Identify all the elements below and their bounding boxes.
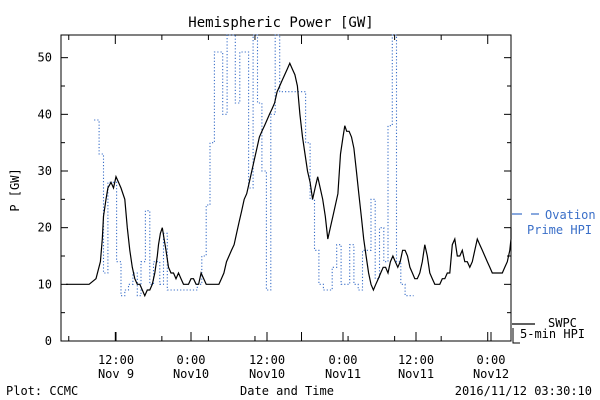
x-tick-label-time: 12:00 [98,353,134,367]
x-tick-label-time: 0:00 [477,353,506,367]
x-tick-label-date: Nov11 [398,367,434,381]
series-line-swpc [66,61,512,298]
x-tick-label-date: Nov 9 [98,367,134,381]
x-tick-label-time: 12:00 [398,353,434,367]
x-tick-label-time: 0:00 [329,353,358,367]
x-tick-label-time: 12:00 [249,353,285,367]
legend-label-swpc-1: SWPC [548,316,577,330]
y-tick-label: 20 [38,221,52,235]
x-tick-label-time: 0:00 [177,353,206,367]
y-tick-label: 30 [38,164,52,178]
y-tick-label: 10 [38,277,52,291]
series-line-ovation-prime [94,34,414,297]
plot-credit: Plot: CCMC [6,384,78,398]
legend-ovation: Ovation Prime HPI [512,208,596,237]
x-axis-label: Date and Time [240,384,334,398]
plot-frame [60,34,512,342]
y-tick-label: 0 [45,334,52,348]
legend-bracket-swpc [512,328,520,344]
x-tick-label-date: Nov11 [325,367,361,381]
y-tick-label: 40 [38,107,52,121]
legend-swpc: SWPC 5-min HPI [512,316,585,344]
x-tick-label-date: Nov10 [249,367,285,381]
legend-label-swpc-2: 5-min HPI [520,327,585,341]
x-tick-label-date: Nov12 [473,367,509,381]
chart-title: Hemispheric Power [GW] [188,15,373,31]
plot-timestamp: 2016/11/12 03:30:10 [455,384,592,398]
x-tick-label-date: Nov10 [173,367,209,381]
y-axis-label: P [GW] [8,168,22,211]
y-axis: 0 10 20 30 40 50 [38,51,511,348]
y-tick-label: 50 [38,51,52,65]
legend-label-ovation-1: Ovation [545,208,596,222]
plot-area [66,34,512,298]
legend-label-ovation-2: Prime HPI [527,223,592,237]
